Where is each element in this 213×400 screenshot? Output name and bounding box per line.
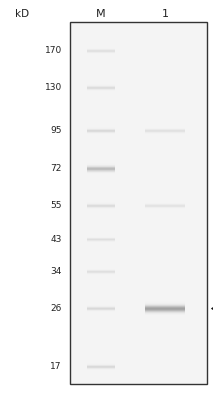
Bar xyxy=(145,312,185,313)
Text: 26: 26 xyxy=(50,304,62,313)
Bar xyxy=(70,22,207,384)
Bar xyxy=(145,304,185,305)
Bar xyxy=(145,307,185,308)
Bar xyxy=(145,306,185,307)
Text: 130: 130 xyxy=(45,83,62,92)
Bar xyxy=(145,308,185,309)
Text: 1: 1 xyxy=(162,9,168,19)
Text: 43: 43 xyxy=(50,235,62,244)
Bar xyxy=(145,310,185,311)
Bar xyxy=(145,303,185,304)
Bar xyxy=(145,305,185,306)
Text: 17: 17 xyxy=(50,362,62,371)
Text: M: M xyxy=(96,9,106,19)
Text: kD: kD xyxy=(15,9,29,19)
Text: 34: 34 xyxy=(50,267,62,276)
Bar xyxy=(145,301,185,302)
Text: 72: 72 xyxy=(50,164,62,173)
Bar xyxy=(145,309,185,310)
Text: 170: 170 xyxy=(45,46,62,56)
Text: 95: 95 xyxy=(50,126,62,135)
Text: 55: 55 xyxy=(50,201,62,210)
Bar xyxy=(145,311,185,312)
Bar xyxy=(145,314,185,315)
Bar xyxy=(145,315,185,316)
Bar xyxy=(145,302,185,303)
Bar xyxy=(145,313,185,314)
